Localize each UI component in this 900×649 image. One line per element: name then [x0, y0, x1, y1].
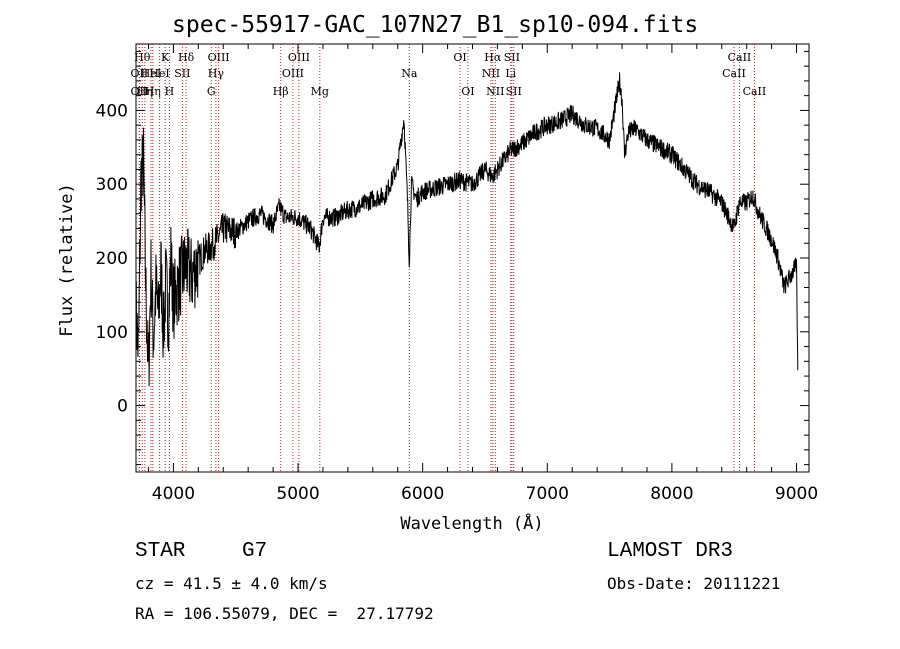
marker-label-19: OI	[453, 51, 466, 64]
spectrum-series	[135, 72, 799, 387]
observation-date: Obs-Date: 20111221	[607, 574, 781, 593]
plot-frame	[135, 43, 810, 473]
x-tick-label-4: 8000	[650, 484, 693, 504]
marker-label-13: OIII	[208, 51, 230, 64]
marker-label-9: SII	[174, 67, 190, 80]
marker-label-24: Li	[505, 67, 516, 80]
y-axis-label: Flux (relative)	[57, 183, 77, 337]
marker-label-25: SII	[504, 51, 520, 64]
line-markers: OIIOIIHθHηHeIHηHeIKHSIIHδGHγOIIIHβOIIIOI…	[131, 44, 767, 472]
marker-label-4: HeI	[141, 67, 161, 80]
marker-label-10: Hδ	[178, 51, 195, 64]
marker-label-3: Hη	[137, 85, 153, 98]
redshift-velocity: cz = 41.5 ± 4.0 km/s	[135, 574, 328, 593]
y-axis: 0 100 200 300 400	[96, 50, 809, 466]
marker-label-8: H	[165, 85, 175, 98]
x-axis-label: Wavelength (Å)	[400, 512, 543, 534]
marker-label-7: K	[161, 51, 170, 64]
marker-label-29: CaII	[743, 85, 767, 98]
marker-label-26: SII	[506, 85, 522, 98]
spectral-subclass: G7	[242, 540, 268, 563]
marker-label-20: OI	[461, 85, 474, 98]
marker-label-14: Hβ	[273, 85, 289, 98]
chart-title: spec-55917-GAC_107N27_B1_sp10-094.fits	[172, 12, 699, 38]
marker-label-28: CaII	[728, 51, 752, 64]
marker-label-27: CaII	[722, 67, 746, 80]
marker-label-6: HeI	[149, 67, 169, 80]
marker-label-22: Hα	[484, 51, 502, 64]
spectrum-line	[135, 72, 799, 387]
x-tick-label-0: 4000	[152, 484, 195, 504]
x-tick-label-3: 7000	[526, 484, 569, 504]
x-tick-label-1: 5000	[276, 484, 319, 504]
marker-label-1: OII	[131, 85, 149, 98]
x-tick-label-5: 9000	[775, 484, 818, 504]
marker-label-11: G	[207, 85, 216, 98]
marker-label-15: OIII	[282, 67, 304, 80]
x-tick-label-2: 6000	[401, 484, 444, 504]
marker-label-16: OIII	[288, 51, 310, 64]
y-tick-label-0: 0	[117, 397, 128, 417]
marker-label-0: OII	[131, 67, 149, 80]
marker-label-23: NII	[486, 85, 504, 98]
coordinates: RA = 106.55079, DEC = 27.17792	[135, 604, 434, 623]
y-tick-label-3: 300	[96, 175, 128, 195]
marker-label-5: Hη	[145, 85, 161, 98]
x-axis: 4000 5000 6000 7000 8000 9000	[147, 44, 818, 504]
marker-label-12: Hγ	[208, 67, 225, 80]
marker-label-2: Hθ	[134, 51, 151, 64]
y-tick-label-1: 100	[96, 323, 128, 343]
marker-label-17: Mg	[311, 85, 329, 98]
marker-label-18: Na	[401, 67, 418, 80]
y-tick-label-2: 200	[96, 249, 128, 269]
marker-label-21: NII	[482, 67, 500, 80]
survey-name: LAMOST DR3	[607, 540, 734, 563]
object-class: STAR	[135, 540, 186, 563]
y-tick-label-4: 400	[96, 101, 128, 121]
